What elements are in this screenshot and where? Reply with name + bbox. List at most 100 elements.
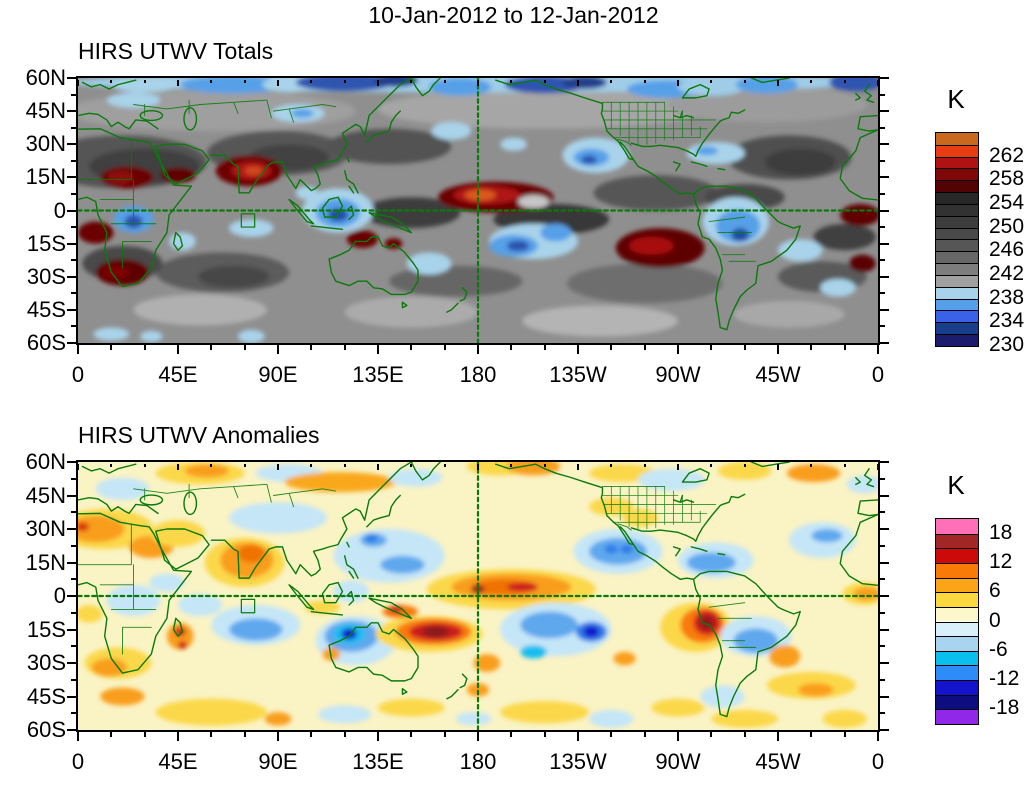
axis-tick (177, 345, 179, 354)
contour-blob (518, 195, 550, 209)
contour-blob (464, 189, 496, 201)
axis-tick (880, 308, 889, 311)
axis-tick (880, 110, 889, 113)
contour-blob (244, 166, 263, 176)
colorbar-cell (936, 709, 978, 724)
contour-blob (238, 329, 265, 343)
colorbar-cell (936, 133, 978, 145)
lat-tick-label: 45S (26, 296, 66, 322)
axis-tick (743, 80, 746, 83)
axis-tick (643, 464, 646, 467)
axis-tick (880, 226, 885, 229)
contour-blob (180, 78, 287, 94)
axis-tick (110, 345, 113, 350)
contour-blob (562, 78, 607, 90)
axis-tick (880, 712, 885, 715)
axis-tick (243, 345, 246, 350)
lat-tick-label: 30S (26, 650, 66, 675)
lon-tick-label: 45W (755, 362, 801, 387)
axis-tick (277, 732, 279, 741)
axis-tick (510, 732, 513, 737)
contour-blob (431, 122, 472, 140)
lat-tick-label: 0 (53, 583, 66, 608)
colorbar-unit-label: K (947, 84, 965, 114)
colorbar-tick-label: 0 (989, 608, 1001, 632)
axis-tick (610, 80, 613, 83)
contour-blob (291, 108, 314, 118)
axis-tick (610, 345, 613, 350)
contour-blob (264, 712, 292, 726)
colorbar-cell (936, 251, 978, 264)
axis-tick (277, 80, 279, 86)
axis-tick (71, 477, 76, 480)
axis-tick (67, 528, 76, 530)
axis-tick (880, 342, 889, 344)
axis-tick (880, 176, 889, 179)
axis-tick (310, 464, 313, 467)
axis-tick (410, 732, 413, 737)
colorbar-tick-label: 246 (989, 238, 1025, 262)
axis-tick (843, 732, 846, 737)
axis-tick (477, 464, 479, 470)
lon-tick-label: 45E (158, 749, 198, 774)
contour-blob (786, 464, 841, 483)
colorbar-tick-label: -6 (989, 637, 1008, 661)
axis-tick (310, 732, 313, 737)
axis-tick (210, 345, 213, 350)
axis-tick (177, 732, 179, 741)
axis-tick (343, 464, 346, 467)
axis-tick (743, 732, 746, 737)
contour-blob (798, 683, 834, 697)
colorbar-tick-label: 234 (989, 309, 1025, 333)
colorbar-tick-label: 258 (989, 167, 1025, 191)
axis-tick (67, 494, 76, 497)
axis-tick (71, 712, 76, 715)
contour-blob (583, 626, 600, 638)
contour-blob (589, 709, 634, 728)
axis-tick (71, 93, 76, 96)
axis-tick (880, 275, 889, 278)
axis-tick (210, 732, 213, 737)
axis-tick (377, 345, 379, 354)
contour-blob (522, 305, 678, 337)
contour-blob (686, 552, 736, 573)
axis-tick (277, 464, 279, 470)
axis-tick (67, 628, 76, 631)
contour-blob (500, 700, 590, 724)
axis-tick (71, 611, 76, 614)
axis-tick (377, 464, 379, 470)
colorbar-cell (936, 334, 978, 346)
axis-tick (777, 80, 779, 86)
axis-tick (880, 628, 889, 631)
lon-tick-label: 180 (459, 362, 497, 387)
lat-tick-label: 60S (26, 330, 66, 355)
contour-blob (506, 240, 530, 252)
colorbar-cell (936, 286, 978, 299)
axis-tick (677, 345, 679, 354)
axis-tick (243, 80, 246, 83)
axis-tick (77, 464, 79, 470)
contour-blob (140, 330, 163, 342)
axis-tick (71, 192, 76, 195)
axis-tick (777, 345, 779, 354)
colorbar-cell (936, 144, 978, 157)
colorbar-cell (936, 577, 978, 593)
contour-blob (678, 78, 745, 96)
axis-tick (77, 345, 79, 354)
axis-tick (880, 595, 889, 597)
axis-tick (810, 345, 813, 350)
contour-blob (378, 698, 445, 717)
axis-tick (210, 464, 213, 467)
axis-tick (71, 126, 76, 129)
axis-tick (67, 461, 76, 463)
axis-tick (880, 159, 885, 162)
axis-tick (243, 732, 246, 737)
axis-tick (643, 80, 646, 83)
axis-tick (710, 345, 713, 350)
axis-tick (71, 226, 76, 229)
axis-tick (880, 528, 889, 530)
axis-tick (71, 645, 76, 648)
contour-blob (733, 301, 845, 328)
axis-tick (71, 325, 76, 328)
contour-blob (666, 86, 867, 123)
